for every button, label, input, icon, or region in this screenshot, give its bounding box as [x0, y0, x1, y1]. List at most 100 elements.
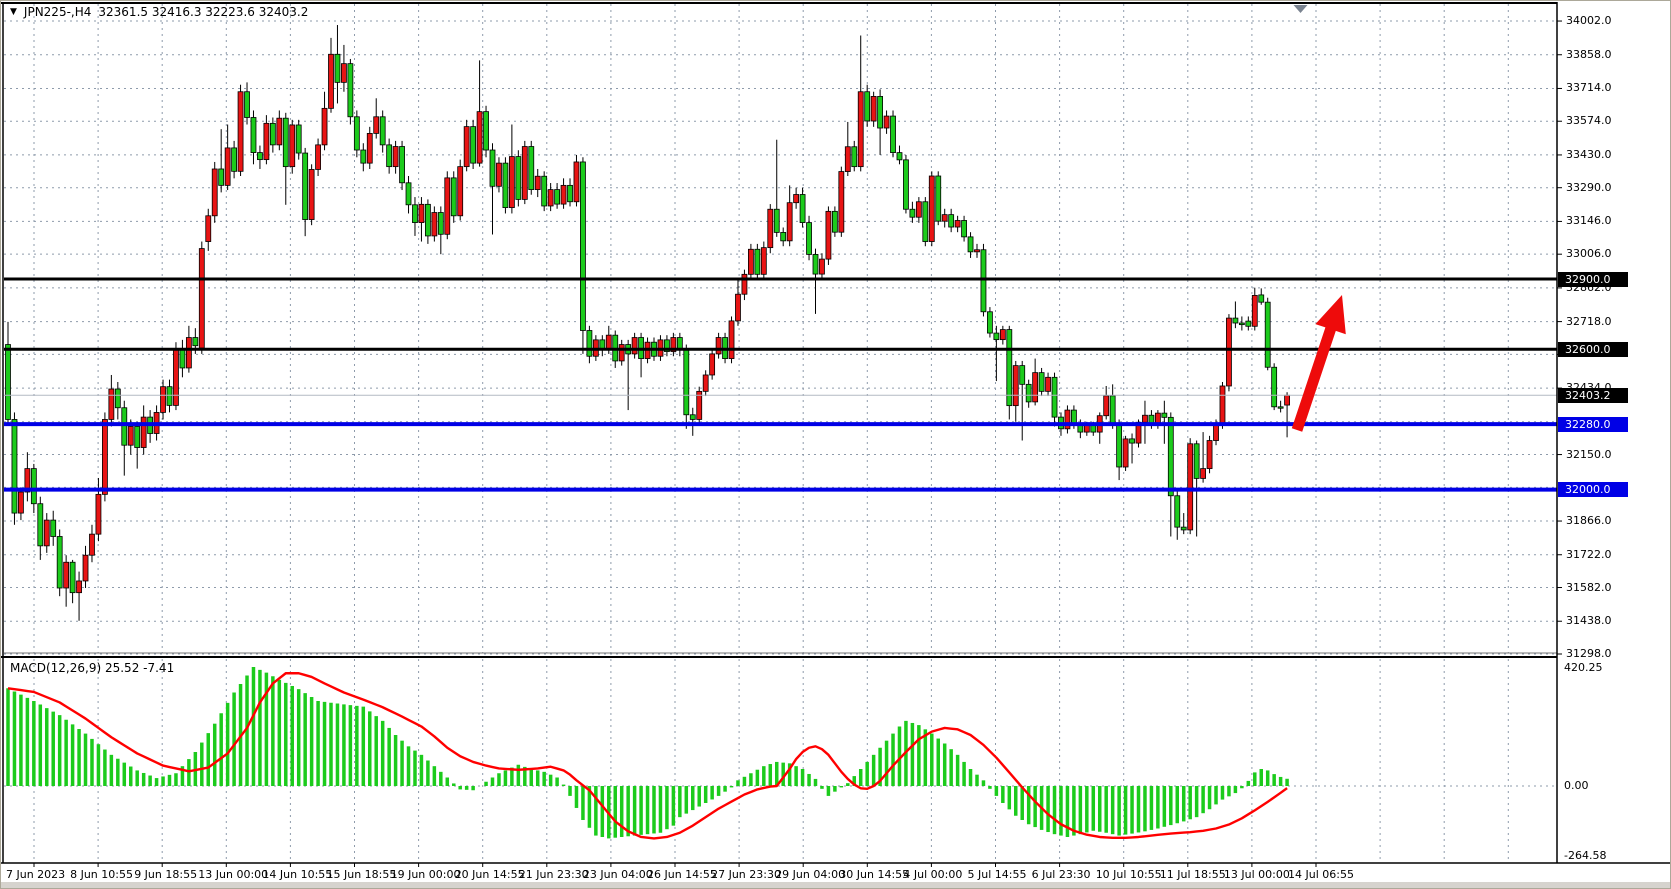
candle-body [224, 147, 231, 186]
candle-body [1064, 409, 1071, 430]
time-axis-label: 14 Jun 10:55 [262, 868, 333, 881]
time-axis-label: 5 Jul 14:55 [967, 868, 1027, 881]
candle-body [250, 117, 257, 153]
candle-body [476, 111, 483, 164]
candle-body [870, 96, 877, 122]
candle-body [547, 189, 554, 207]
candle-body [573, 161, 580, 203]
candle-body [851, 146, 858, 168]
candle-body [508, 156, 515, 209]
macd-indicator-label: MACD(12,26,9) 25.52 -7.41 [10, 661, 174, 675]
candle-body [909, 208, 916, 218]
candle-body [773, 208, 780, 233]
price-axis[interactable]: 34002.0 33858.0 33714.0 33574.0 33430.0 33290… [1557, 1, 1670, 863]
candle-body [896, 152, 903, 161]
candle-body [444, 177, 451, 235]
candle-body [999, 329, 1006, 341]
candle-body [496, 162, 502, 187]
candle-body [166, 386, 173, 406]
time-axis-label: 14 Jul 06:55 [1288, 868, 1354, 881]
candle-body [864, 91, 871, 122]
candle-body [173, 348, 179, 406]
price-axis-label: 31438.0 [1566, 614, 1612, 628]
candle-body [82, 554, 89, 582]
candle-body [295, 124, 302, 154]
candle-body [857, 91, 864, 168]
candle-body [192, 337, 199, 347]
candle-body [702, 374, 709, 392]
candle-body [289, 124, 296, 168]
candle-body [379, 116, 386, 146]
candle-body [198, 248, 205, 349]
time-axis-label: 19 Jun 00:00 [390, 868, 461, 881]
candle-body [1200, 468, 1206, 479]
candle-body [95, 493, 102, 535]
price-axis-label: 33574.0 [1566, 114, 1612, 128]
candle-body [735, 293, 741, 322]
candle-body [424, 203, 431, 237]
time-axis-label: 30 Jun 14:55 [839, 868, 910, 881]
candle-body [631, 337, 638, 355]
price-axis-label: 31298.0 [1566, 647, 1612, 660]
candle-body [399, 146, 405, 184]
candle-body [185, 337, 192, 369]
candle-body [121, 407, 128, 446]
candle-body [1122, 438, 1129, 468]
candle-body [689, 414, 696, 420]
candle-body [231, 147, 238, 172]
time-axis-label: 11 Jul 18:55 [1159, 868, 1226, 881]
candle-body [276, 117, 283, 146]
candle-body [373, 116, 380, 134]
price-axis-label: 31866.0 [1566, 514, 1612, 528]
macd-signal-line [7, 672, 1288, 840]
candle-body [1180, 526, 1187, 531]
chart-shift-marker[interactable] [1293, 5, 1308, 13]
time-axis-label: 8 Jun 10:55 [70, 868, 133, 881]
candle-body [30, 468, 37, 505]
candle-body [1187, 443, 1194, 531]
macd-axis-label-min: -264.58 [1564, 849, 1607, 862]
time-axis-label: 26 Jun 14:55 [647, 868, 717, 881]
candle-body [302, 152, 309, 220]
candle-body [160, 386, 166, 413]
price-axis-label: 32150.0 [1566, 447, 1612, 461]
time-axis-label: 15 Jun 18:55 [326, 868, 397, 881]
candle-body [806, 222, 812, 255]
price-badge-32900.0: 32900.0 [1558, 271, 1628, 287]
candle-body [928, 175, 935, 242]
pane-separator-line [1, 656, 1557, 658]
candle-body [1245, 320, 1252, 327]
candle-body [360, 149, 367, 164]
time-axis[interactable]: 7 Jun 2023 8 Jun 10:55 9 Jun 18:55 13 Jun 0… [1, 863, 1670, 883]
candle-body [244, 91, 250, 118]
candle-body [1258, 294, 1265, 303]
price-axis-label: 33146.0 [1566, 214, 1612, 228]
candle-body [877, 96, 883, 129]
candle-body [1277, 406, 1284, 409]
candle-body [1251, 294, 1258, 327]
candle-body [11, 419, 18, 514]
candle-body [1051, 376, 1058, 418]
candle-body [890, 115, 896, 153]
candle-body [786, 202, 793, 242]
candle-body [489, 149, 496, 187]
macd-axis-label-max: 420.25 [1564, 661, 1603, 674]
time-axis-label: 21 Jun 23:30 [518, 868, 589, 881]
candle-body [812, 254, 819, 275]
candle-body [521, 146, 528, 200]
candle-body [980, 249, 987, 313]
trend-arrow-annotation[interactable] [1291, 295, 1346, 432]
symbol-dropdown-icon[interactable]: ▼ [10, 7, 17, 17]
candle-body [76, 580, 82, 594]
candle-body [993, 332, 1000, 341]
time-axis-label: 23 Jun 04:00 [582, 868, 653, 881]
candle-body [709, 353, 716, 376]
candle-body [560, 184, 567, 205]
candle-body [205, 215, 212, 242]
price-badge-32000.0: 32000.0 [1558, 482, 1628, 498]
candle-body [825, 210, 832, 260]
candle-body [974, 249, 980, 253]
candle-body [56, 536, 63, 589]
